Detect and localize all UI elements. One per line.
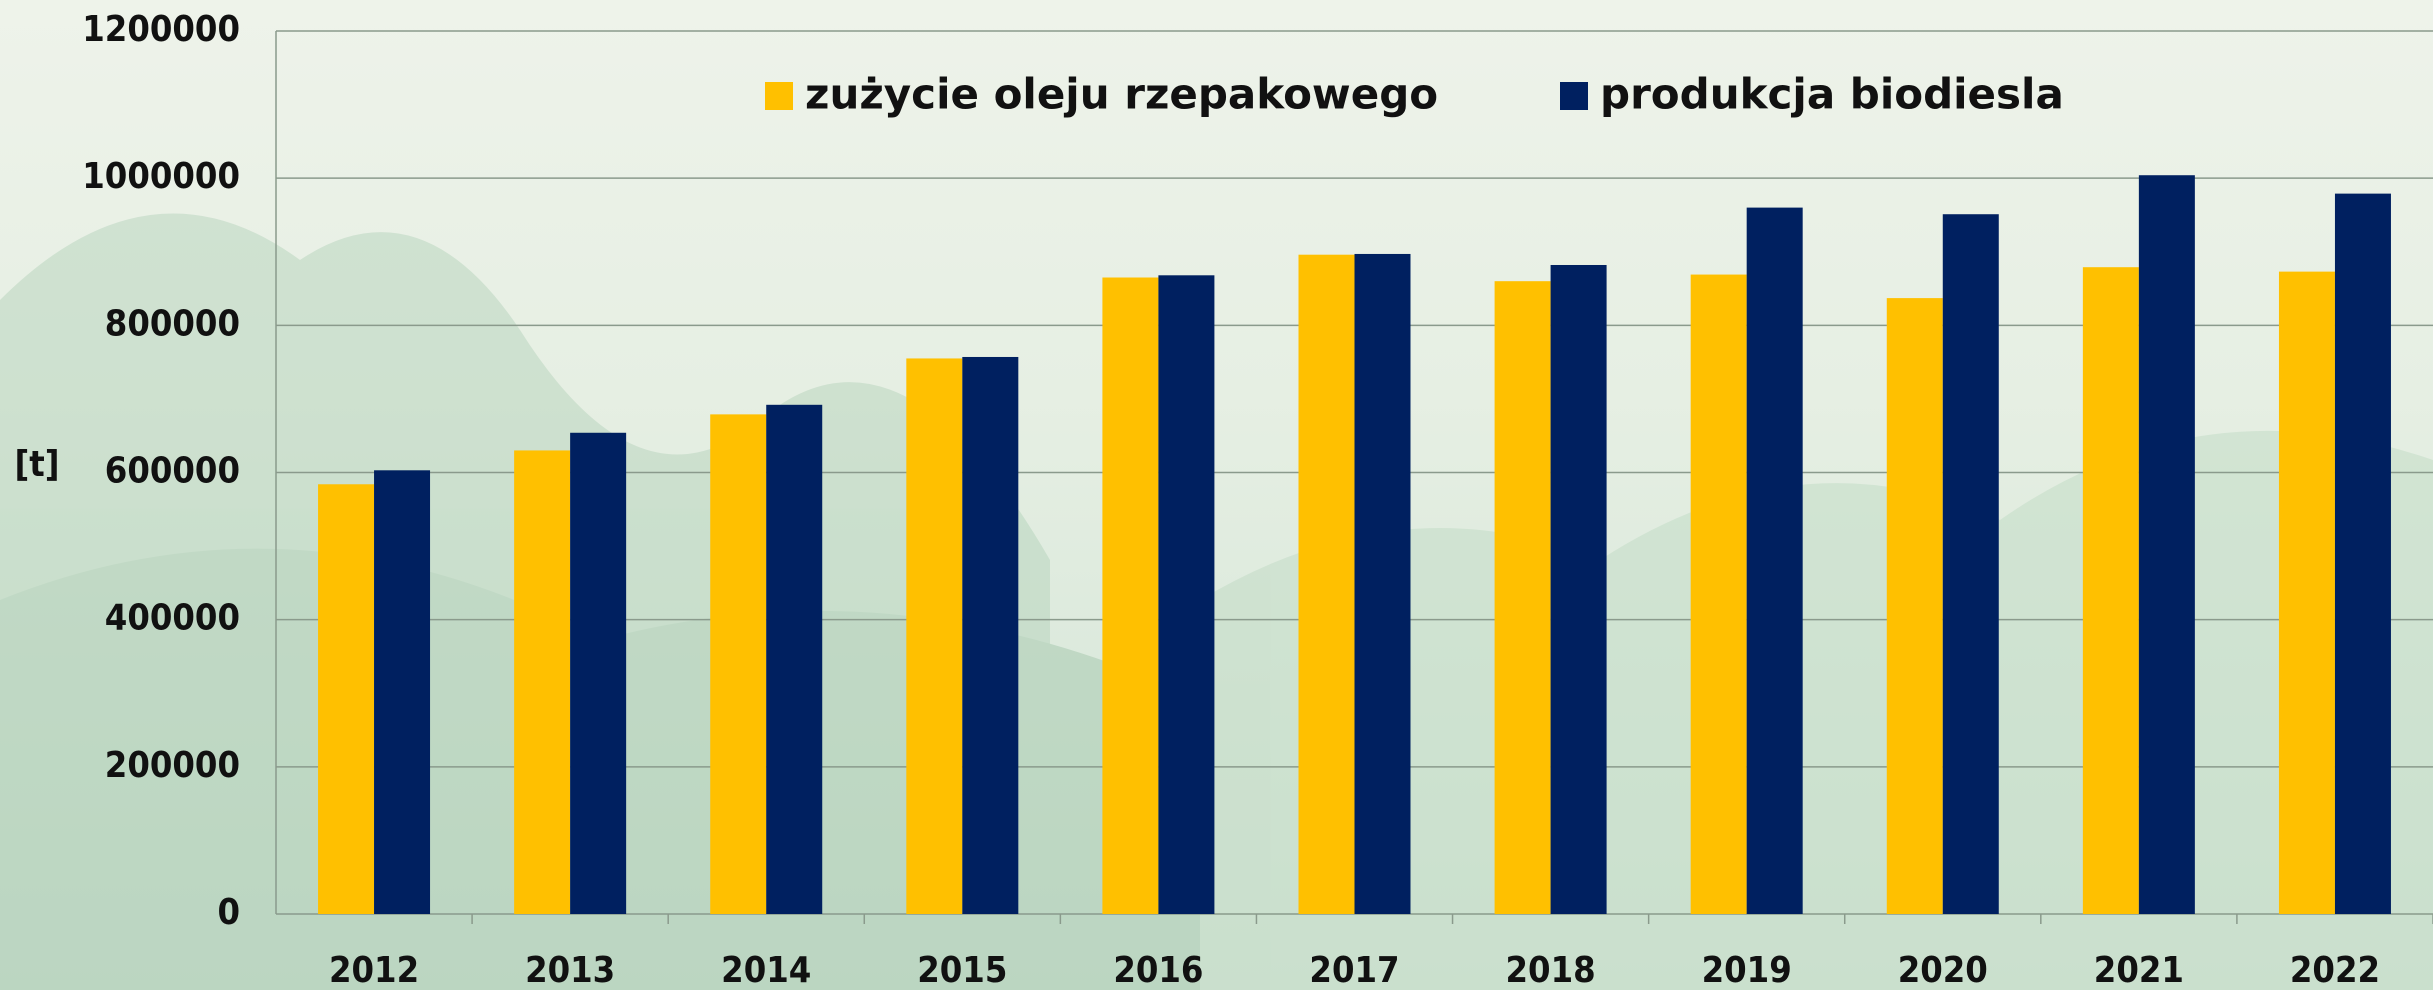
x-tick-label: 2013 [525, 950, 615, 990]
legend-label: zużycie oleju rzepakowego [805, 70, 1438, 119]
x-tick-label: 2018 [1506, 950, 1596, 990]
bar [1158, 275, 1215, 915]
bar [1298, 254, 1355, 914]
x-tick-label: 2012 [329, 950, 419, 990]
legend-swatch [1560, 82, 1588, 110]
bar [2334, 193, 2391, 915]
bar [318, 484, 375, 914]
legend-label: produkcja biodiesla [1600, 70, 2064, 119]
x-tick-label: 2020 [1898, 950, 1988, 990]
bar [514, 450, 571, 914]
y-tick-label: 800000 [105, 303, 240, 344]
y-axis-label: [t] [14, 444, 59, 485]
bar [1354, 253, 1411, 914]
bar [2278, 271, 2335, 914]
bar [1102, 277, 1159, 915]
bar [962, 356, 1019, 915]
y-tick-label: 400000 [105, 598, 240, 639]
bar [1494, 281, 1551, 914]
bar [1886, 298, 1943, 914]
x-tick-label: 2014 [721, 950, 811, 990]
bar [1942, 214, 1999, 914]
bar [1550, 264, 1607, 914]
bar [766, 404, 823, 914]
y-tick-label: 0 [217, 892, 240, 933]
x-tick-label: 2019 [1702, 950, 1792, 990]
x-tick-label: 2021 [2094, 950, 2184, 990]
x-tick-label: 2022 [2290, 950, 2380, 990]
bar [374, 470, 431, 914]
x-tick-label: 2017 [1309, 950, 1399, 990]
bar [710, 414, 767, 914]
y-tick-label: 1000000 [82, 156, 240, 197]
y-tick-label: 600000 [105, 451, 240, 492]
y-tick-label: 1200000 [82, 9, 240, 50]
bar [2138, 175, 2195, 914]
bar [906, 358, 963, 915]
y-tick-label: 200000 [105, 745, 240, 786]
legend-swatch [765, 82, 793, 110]
x-tick-label: 2016 [1113, 950, 1203, 990]
bar [2082, 267, 2139, 914]
bar [1746, 207, 1803, 915]
bar [1690, 274, 1747, 915]
bar [570, 432, 627, 914]
x-tick-label: 2015 [917, 950, 1007, 990]
